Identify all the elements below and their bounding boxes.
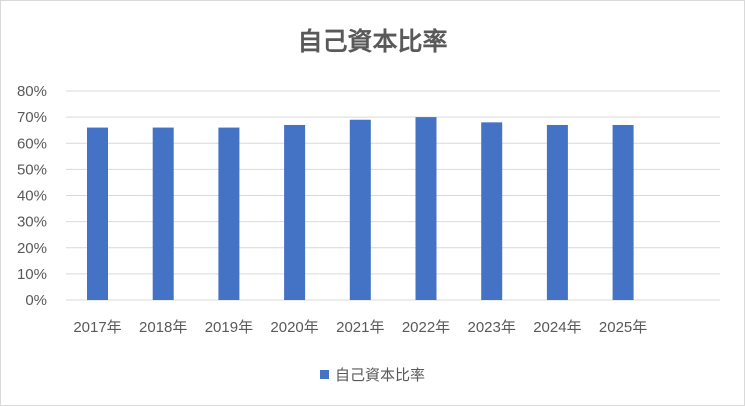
y-tick-label: 80% [17, 83, 47, 100]
y-tick-label: 60% [17, 135, 47, 152]
legend: 自己資本比率 [0, 364, 745, 385]
legend-swatch [319, 370, 329, 379]
bar-2019年 [218, 127, 240, 300]
y-tick-label: 20% [17, 240, 47, 257]
y-tick-label: 10% [17, 266, 47, 283]
y-tick-label: 70% [17, 109, 47, 126]
y-tick-label: 40% [17, 188, 47, 205]
legend-label: 自己資本比率 [334, 366, 425, 384]
x-tick-label: 2020年 [270, 319, 318, 336]
x-tick-label: 2019年 [205, 319, 253, 336]
x-tick-label: 2024年 [533, 319, 581, 336]
x-tick-label: 2018年 [139, 319, 187, 336]
y-tick-label: 50% [17, 161, 47, 178]
chart-title: 自己資本比率 [297, 27, 448, 56]
x-tick-label: 2017年 [73, 319, 121, 336]
bar-2022年 [415, 117, 437, 300]
x-tick-label: 2023年 [468, 319, 516, 336]
y-tick-label: 0% [25, 292, 47, 309]
y-tick-label: 30% [17, 214, 47, 231]
bar-2017年 [87, 127, 108, 300]
x-tick-label: 2022年 [402, 319, 450, 336]
x-tick-label: 2021年 [336, 319, 384, 336]
bar-2024年 [546, 124, 568, 301]
bar-2021年 [349, 119, 371, 300]
bar-2023年 [481, 122, 503, 300]
x-tick-label: 2025年 [599, 319, 647, 336]
bar-2020年 [284, 124, 306, 301]
bar-2025年 [612, 124, 634, 301]
bar-2018年 [152, 127, 174, 300]
